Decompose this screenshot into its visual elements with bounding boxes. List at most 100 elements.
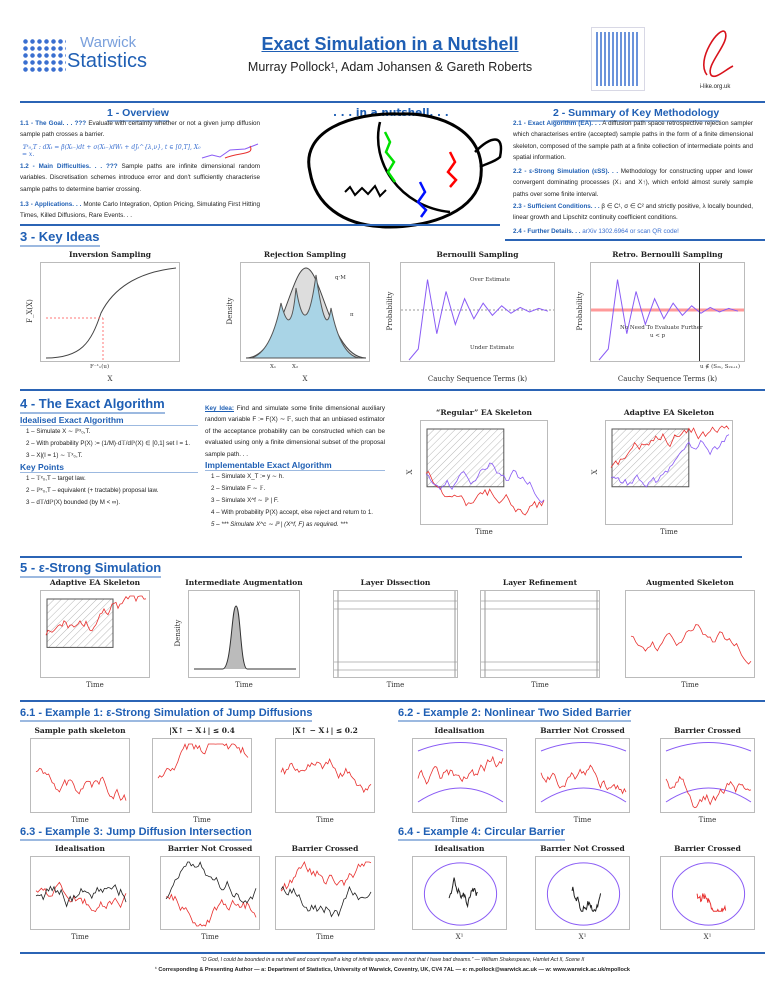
- ilike-script-icon: [703, 30, 734, 78]
- plot-cdf: [40, 262, 180, 362]
- plot-barrier: [412, 738, 507, 813]
- section-example-4: 6.4 - Example 4: Circular Barrier: [398, 826, 565, 841]
- overview-difficulties: 1.2 - Main Difficulties. . . ??? Sample …: [20, 163, 260, 193]
- nutshell-illustration: [307, 112, 503, 229]
- idealised-step: 3 – X|(I = 1) ∼ 𝕋ˣ₀,T.: [26, 452, 83, 459]
- plot-bern: [400, 262, 555, 362]
- impl-step: 1 – Simulate X_T := y ∼ h.: [211, 473, 284, 481]
- plot-title: Idealisation: [434, 844, 485, 853]
- plot-title: Barrier Crossed: [674, 726, 741, 735]
- divider: [20, 952, 765, 954]
- ilike-logo: i-like.org.uk: [685, 20, 745, 90]
- logo-bottom-text: Statistics: [67, 50, 148, 72]
- section-overview: 1 - Overview: [107, 107, 169, 122]
- keypoint: 3 – d𝕋/dℙ(X) bounded (by M < ∞).: [26, 499, 121, 506]
- x-axis-label: Cauchy Sequence Terms (k): [617, 375, 718, 383]
- poster-authors: Murray Pollock¹, Adam Johansen & Gareth …: [247, 60, 533, 74]
- plot-path: [152, 738, 252, 813]
- y-axis-label: Density: [174, 619, 182, 647]
- x-axis-label: Time: [193, 816, 211, 824]
- key-idea: Key Idea: Find and simulate some finite …: [205, 405, 386, 458]
- plot-title: Retro. Bernoulli Sampling: [612, 250, 723, 259]
- y-axis-label: Probability: [386, 291, 394, 331]
- x-axis-label: X: [107, 375, 113, 383]
- x-axis-label: Time: [71, 933, 89, 941]
- plot-title: |X↑ − X↓| ≤ 0.4: [169, 726, 235, 735]
- plot-title: Barrier Not Crossed: [540, 844, 625, 853]
- plot-barrier: [660, 738, 755, 813]
- plot-title: |X↑ − X↓| ≤ 0.2: [292, 726, 358, 735]
- keypoints-heading: Key Points: [20, 462, 198, 473]
- idealised-heading: Idealised Exact Algorithm: [20, 415, 198, 426]
- plot-two: [160, 856, 260, 930]
- x-axis-label: Time: [316, 933, 334, 941]
- plot-circ: [412, 856, 507, 930]
- plot-title: Adaptive EA Skeleton: [49, 578, 141, 587]
- y-axis-label: F_X(X): [26, 299, 34, 323]
- plot-two: [275, 856, 375, 930]
- impl-step: 2 – Simulate F ∼ 𝔽.: [211, 485, 266, 493]
- plot-annotation: q·M: [335, 275, 346, 281]
- plot-layer: [480, 590, 600, 678]
- summary-ea: 2.1 - Exact Algorithm (EA). . . A diffus…: [513, 120, 754, 162]
- impl-step: 5 – *** Simulate X^c ∼ ℙ | (X^f, F) as r…: [211, 521, 348, 529]
- plot-circ: [535, 856, 630, 930]
- plot-two: [30, 856, 130, 930]
- x-axis-label: Time: [698, 816, 717, 824]
- section-example-1: 6.1 - Example 1: ε-Strong Simulation of …: [20, 707, 313, 722]
- plot-title: Bernoulli Sampling: [436, 250, 519, 259]
- divider: [20, 224, 500, 226]
- plot-title: Inversion Sampling: [68, 250, 152, 259]
- plot-path: [30, 738, 130, 813]
- plot-circ: [660, 856, 755, 930]
- plot-barrier: [535, 738, 630, 813]
- plot-annotation: π: [350, 312, 354, 318]
- idealised-ea: Idealised Exact Algorithm 1 – Simulate X…: [20, 415, 198, 509]
- plot-title: Intermediate Augmentation: [185, 578, 303, 587]
- logo-dots-icon: [22, 38, 66, 74]
- plot-path: [275, 738, 375, 813]
- plot-title: Barrier Crossed: [291, 844, 359, 853]
- plot-dens: [188, 590, 300, 678]
- overview-applications: 1.3 - Applications. . . Monte Carlo Inte…: [20, 201, 260, 220]
- implementable-ea: Key Idea: Find and simulate some finite …: [205, 403, 385, 531]
- plot-annotation: X₂: [292, 364, 299, 370]
- plot-title: Rejection Sampling: [263, 250, 347, 259]
- y-axis-label: X: [406, 469, 414, 474]
- implementable-heading: Implementable Exact Algorithm: [205, 460, 385, 472]
- plot-layer: [333, 590, 458, 678]
- plot-title: “Regular” EA Skeleton: [436, 408, 532, 417]
- overview-goal: 1.1 - The Goal. . . ??? Evaluate with ce…: [20, 120, 261, 139]
- divider: [20, 389, 765, 391]
- plot-rej: [240, 262, 370, 362]
- section-example-3: 6.3 - Example 3: Jump Diffusion Intersec…: [20, 826, 252, 841]
- plot-annotation: u ∉ (S₂ₖ, S₂ₖ₊₁): [700, 364, 740, 370]
- section-ess: 5 - ε-Strong Simulation: [20, 560, 162, 578]
- section-summary: 2 - Summary of Key Methodology: [553, 107, 720, 122]
- plot-annotation: No Need To Evaluate Further: [620, 325, 703, 331]
- divider: [20, 101, 765, 103]
- plot-title: Barrier Not Crossed: [540, 726, 625, 735]
- y-axis-label: Density: [226, 297, 234, 325]
- y-axis-label: Probability: [576, 291, 584, 331]
- x-axis-label: Time: [386, 681, 405, 689]
- plot-annotation: F⁻¹ₓ(u): [90, 364, 110, 370]
- x-axis-label: Time: [450, 816, 469, 824]
- plot-annotation: Over Estimate: [470, 277, 511, 283]
- x-axis-label: Time: [235, 681, 253, 689]
- x-axis-label: Time: [573, 816, 592, 824]
- warwick-logo: Warwick Statistics: [22, 34, 172, 78]
- x-axis-label: Time: [531, 681, 549, 689]
- section-exact-algorithm: 4 - The Exact Algorithm: [20, 396, 165, 414]
- plot-title: Barrier Crossed: [674, 844, 741, 853]
- x-axis-label: Cauchy Sequence Terms (k): [427, 375, 528, 383]
- jump-diffusion-equation: 𝕋ˣ₀,T : dXₜ = β(Xₜ₋)dt + σ(Xₜ₋)dWₜ + dJₜ…: [22, 144, 201, 158]
- plot-title: Layer Dissection: [360, 578, 431, 587]
- x-axis-label: X: [302, 375, 308, 383]
- divider: [20, 556, 742, 558]
- plot-title: Sample path skeleton: [34, 726, 126, 735]
- summary-conditions: 2.3 - Sufficient Conditions. . . β ∈ C¹,…: [513, 203, 753, 222]
- x-axis-label: Time: [316, 816, 334, 824]
- qr-code[interactable]: [591, 27, 645, 91]
- summary-ess: 2.2 - ε-Strong Simulation (εSS). . . Met…: [513, 168, 753, 198]
